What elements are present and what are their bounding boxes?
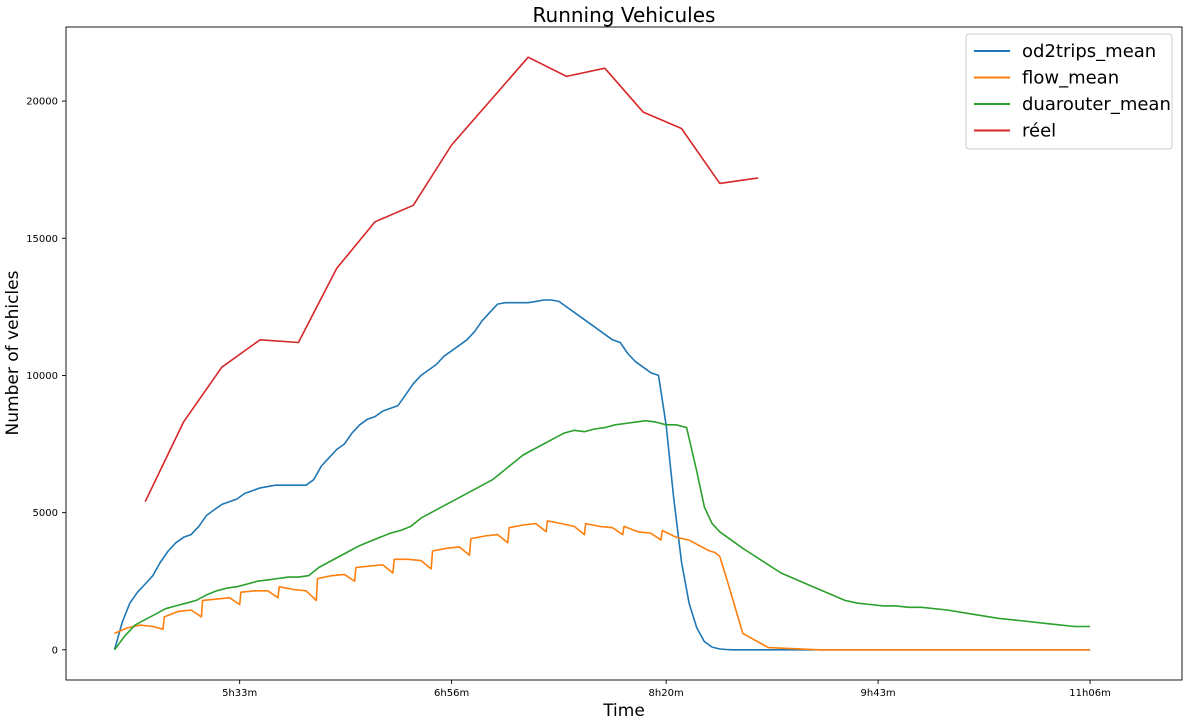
x-tick-label: 5h33m	[222, 688, 257, 699]
y-tick-label: 5000	[33, 508, 58, 519]
axes-layer: 0 5000 10000 15000 20000 5h33m 6h56m 8h20m 9h43m…	[26, 26, 1183, 699]
y-tick-label: 0	[52, 645, 58, 656]
x-tick-label: 11h06m	[1069, 688, 1111, 699]
y-axis-label: Number of vehicles	[3, 270, 23, 435]
legend: od2trips_mean flow_mean duarouter_mean réel	[965, 33, 1173, 150]
legend-box	[965, 33, 1173, 150]
legend-label: réel	[1022, 121, 1056, 142]
series-line-1	[114, 520, 1091, 651]
series-line-3	[144, 56, 759, 503]
x-tick-label: 6h56m	[434, 688, 469, 699]
x-tick-label: 8h20m	[649, 688, 684, 699]
y-tick-label: 10000	[26, 371, 58, 382]
x-axis-label: Time	[602, 701, 645, 721]
y-tick-label: 20000	[26, 97, 58, 108]
plot-frame	[65, 26, 1183, 681]
series-layer	[113, 56, 1091, 651]
y-tick-label: 15000	[26, 234, 58, 245]
chart-title: Running Vehicules	[533, 3, 716, 27]
series-line-2	[113, 419, 1091, 651]
x-tick-label: 9h43m	[861, 688, 896, 699]
legend-label: od2trips_mean	[1022, 41, 1156, 62]
legend-label: flow_mean	[1022, 68, 1119, 89]
legend-label: duarouter_mean	[1022, 94, 1171, 115]
series-line-0	[113, 299, 1091, 651]
